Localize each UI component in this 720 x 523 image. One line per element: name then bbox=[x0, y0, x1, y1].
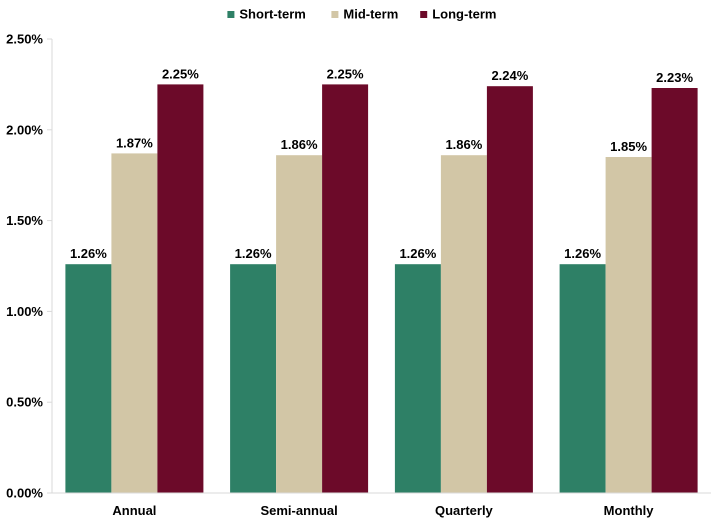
data-label: 1.86% bbox=[445, 137, 482, 152]
y-tick-label: 0.50% bbox=[6, 395, 43, 410]
bars: 1.26% 1.87% 2.25% 1.26% 1.86% 2.25% 1.26% 1.86%… bbox=[65, 66, 698, 494]
x-tick-label: Monthly bbox=[604, 503, 655, 518]
x-tick-label: Semi-annual bbox=[260, 503, 337, 518]
y-tick-label: 2.00% bbox=[6, 122, 43, 137]
y-tick-label: 1.00% bbox=[6, 304, 43, 319]
legend-label-short-term: Short-term bbox=[239, 7, 305, 22]
legend-swatch-short-term bbox=[227, 11, 235, 18]
bar-mid-term-annual bbox=[111, 153, 158, 493]
data-label: 2.24% bbox=[491, 68, 528, 83]
data-label: 1.85% bbox=[610, 139, 647, 154]
data-label: 2.25% bbox=[327, 66, 364, 81]
legend-label-mid-term: Mid-term bbox=[343, 7, 398, 22]
legend: Short-term Mid-term Long-term bbox=[227, 7, 496, 22]
y-tick-label: 1.50% bbox=[6, 213, 43, 228]
bar-long-term-semi-annual bbox=[322, 84, 369, 494]
y-tick-label: 0.00% bbox=[6, 486, 43, 501]
bar-mid-term-quarterly bbox=[440, 155, 487, 493]
bar-short-term-quarterly bbox=[394, 264, 441, 493]
legend-swatch-long-term bbox=[420, 11, 428, 18]
bar-short-term-monthly bbox=[559, 264, 606, 493]
data-label: 2.25% bbox=[162, 66, 199, 81]
bar-long-term-monthly bbox=[651, 88, 698, 493]
bar-short-term-semi-annual bbox=[230, 264, 277, 493]
x-tick-label: Annual bbox=[112, 503, 156, 518]
x-tick-label: Quarterly bbox=[435, 503, 494, 518]
y-tick-label: 2.50% bbox=[6, 32, 43, 47]
data-label: 1.87% bbox=[116, 135, 153, 150]
bar-long-term-quarterly bbox=[486, 86, 533, 493]
data-label: 1.26% bbox=[70, 246, 107, 261]
axes: Annual Semi-annual Quarterly Monthly 0.00% 0.… bbox=[6, 32, 711, 518]
legend-swatch-mid-term bbox=[331, 11, 339, 18]
data-label: 1.86% bbox=[281, 137, 318, 152]
data-label: 1.26% bbox=[399, 246, 436, 261]
bar-long-term-annual bbox=[157, 84, 204, 494]
data-label: 2.23% bbox=[656, 70, 693, 85]
data-label: 1.26% bbox=[564, 246, 601, 261]
bar-short-term-annual bbox=[65, 264, 112, 493]
bar-mid-term-monthly bbox=[605, 157, 652, 493]
legend-label-long-term: Long-term bbox=[432, 7, 496, 22]
bar-mid-term-semi-annual bbox=[276, 155, 323, 493]
data-label: 1.26% bbox=[235, 246, 272, 261]
